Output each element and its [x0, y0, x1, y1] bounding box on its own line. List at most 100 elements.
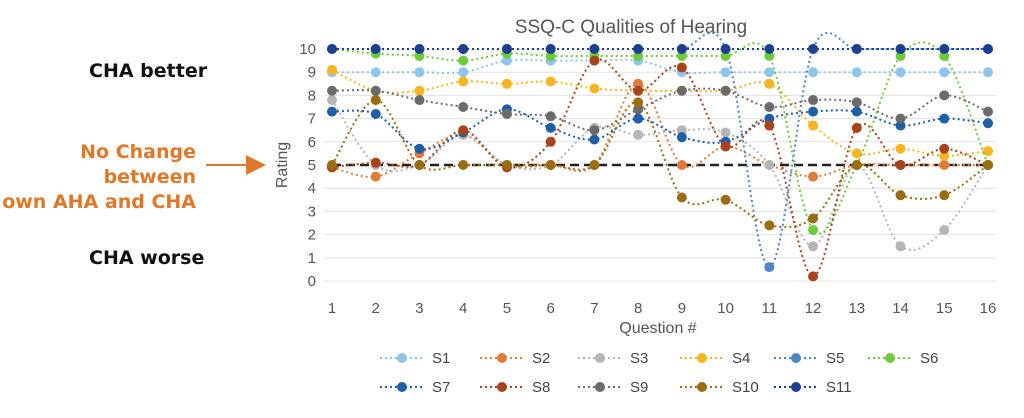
- x-tick-label: 9: [678, 300, 686, 317]
- series-s10: [327, 95, 993, 231]
- legend-marker: [397, 353, 407, 363]
- legend-label: S7: [432, 379, 450, 396]
- data-point: [851, 160, 862, 170]
- data-point: [939, 90, 950, 101]
- x-tick-label: 12: [805, 300, 822, 317]
- legend-item: S11: [774, 379, 852, 396]
- data-point: [370, 171, 381, 182]
- data-point: [458, 125, 469, 136]
- no-change-label-line2: own AHA and CHA: [2, 191, 196, 213]
- data-point: [764, 160, 775, 170]
- data-point: [895, 160, 906, 170]
- x-tick-label: 10: [717, 300, 734, 317]
- x-tick-label: 1: [328, 300, 336, 317]
- data-point: [633, 85, 644, 96]
- no-change-label: No Change between own AHA and CHA: [0, 140, 196, 215]
- data-point: [939, 67, 950, 78]
- data-point: [720, 44, 731, 54]
- data-point: [545, 50, 556, 61]
- x-tick-label: 4: [459, 300, 467, 317]
- data-point: [327, 64, 337, 75]
- data-point: [808, 213, 819, 224]
- x-tick-label: 7: [590, 300, 598, 317]
- legend-item: S9: [578, 379, 648, 396]
- legend-item: S4: [680, 350, 750, 367]
- data-point: [851, 97, 862, 108]
- data-point: [676, 85, 687, 96]
- x-tick-label: 3: [415, 300, 423, 317]
- data-point: [633, 44, 644, 54]
- data-point: [720, 127, 731, 138]
- data-point: [764, 50, 775, 61]
- data-point: [633, 129, 644, 140]
- series-line: [332, 58, 988, 75]
- data-point: [895, 113, 906, 124]
- data-point: [589, 83, 600, 94]
- gridlines: [324, 48, 996, 282]
- legend-marker: [497, 353, 507, 363]
- data-point: [327, 95, 337, 106]
- data-point: [851, 148, 862, 159]
- data-point: [589, 134, 600, 145]
- data-point: [895, 143, 906, 154]
- data-point: [545, 111, 556, 122]
- y-tick-label: 8: [308, 87, 316, 104]
- data-point: [545, 44, 556, 54]
- legend-item: S10: [680, 379, 759, 396]
- data-point: [370, 157, 381, 168]
- x-tick-label: 11: [762, 300, 778, 317]
- legend-label: S1: [432, 350, 450, 367]
- data-point: [633, 97, 644, 108]
- legend-marker: [595, 382, 605, 392]
- data-point: [327, 44, 337, 54]
- data-point: [501, 108, 512, 119]
- data-point: [895, 44, 906, 54]
- data-point: [764, 262, 775, 273]
- y-tick-label: 0: [308, 273, 316, 290]
- y-tick-label: 4: [308, 180, 316, 197]
- data-point: [720, 50, 731, 61]
- data-point: [414, 95, 425, 106]
- data-point: [895, 120, 906, 131]
- data-point: [545, 122, 556, 133]
- data-point: [939, 160, 950, 170]
- legend-marker: [497, 382, 507, 392]
- data-point: [764, 120, 775, 131]
- y-tick-label: 6: [308, 134, 316, 151]
- y-axis-title: Rating: [274, 142, 291, 188]
- data-point: [676, 44, 687, 54]
- data-point: [370, 67, 381, 78]
- x-tick-label: 15: [936, 300, 953, 317]
- legend-item: S1: [380, 350, 450, 367]
- legend-label: S6: [920, 350, 938, 367]
- y-tick-label: 1: [308, 250, 316, 267]
- y-tick-label: 9: [308, 64, 316, 81]
- legend-label: S8: [532, 379, 550, 396]
- data-point: [808, 106, 819, 117]
- data-point: [676, 62, 687, 73]
- x-tick-label: 6: [546, 300, 554, 317]
- data-point: [501, 44, 512, 54]
- legend-label: S4: [732, 350, 750, 367]
- data-point: [458, 102, 469, 112]
- legend-label: S10: [732, 379, 759, 396]
- data-point: [633, 50, 644, 61]
- series-line: [331, 58, 989, 278]
- x-tick-label: 13: [848, 300, 865, 317]
- data-point: [983, 44, 993, 54]
- chart-title: SSQ-C Qualities of Hearing: [515, 17, 747, 38]
- legend-label: S11: [826, 379, 852, 396]
- data-point: [720, 85, 731, 96]
- series-line: [331, 41, 989, 235]
- legend: S1 S2 S3 S4 S5 S6 S7 S8 S9 S10 S11: [380, 350, 938, 396]
- data-point: [764, 220, 775, 231]
- y-tick-label: 7: [308, 111, 316, 128]
- data-point: [327, 160, 337, 170]
- series-s9: [327, 85, 993, 136]
- data-point: [851, 122, 862, 133]
- data-point: [764, 102, 775, 112]
- legend-marker: [697, 382, 707, 392]
- data-point: [414, 50, 425, 61]
- data-point: [851, 67, 862, 78]
